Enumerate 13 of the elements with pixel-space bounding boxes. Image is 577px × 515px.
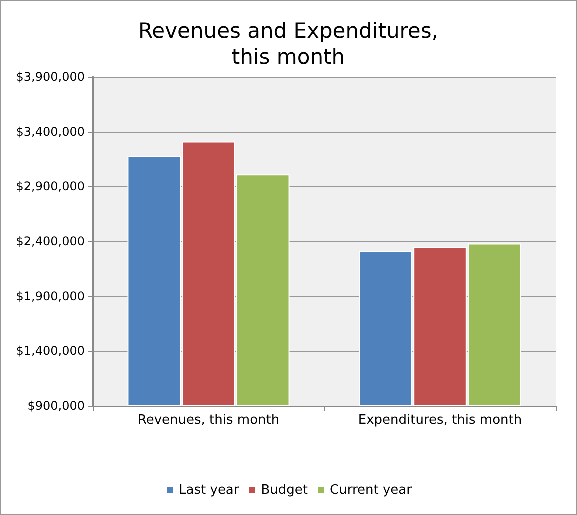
y-tick-label: $2,900,000 bbox=[16, 180, 85, 194]
y-tick-label: $3,900,000 bbox=[16, 70, 85, 84]
y-tick-label: $3,400,000 bbox=[16, 124, 85, 139]
y-tick-label: $1,400,000 bbox=[16, 344, 85, 358]
x-tick-label: Revenues, this month bbox=[138, 413, 280, 428]
x-tick-label: Expenditures, this month bbox=[358, 413, 522, 428]
legend-label: Budget bbox=[261, 483, 308, 498]
y-tick-label: $2,400,000 bbox=[16, 234, 85, 248]
y-tick-label: $900,000 bbox=[28, 399, 85, 413]
chart-title: Revenues and Expenditures, this month bbox=[138, 19, 438, 69]
legend-label: Last year bbox=[179, 483, 240, 498]
legend-label: Current year bbox=[330, 483, 413, 498]
y-tick-label: $1,900,000 bbox=[16, 289, 85, 304]
